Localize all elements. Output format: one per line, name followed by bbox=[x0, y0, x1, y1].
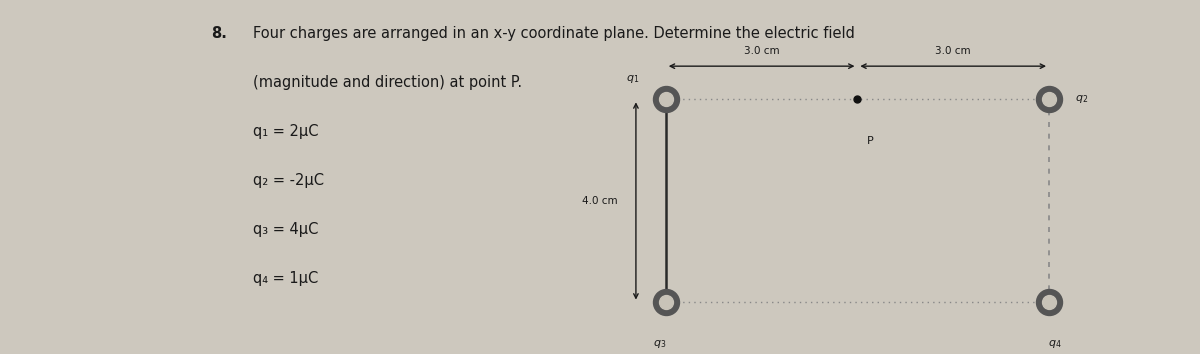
Point bbox=[1039, 300, 1058, 306]
Text: $q_1$: $q_1$ bbox=[626, 73, 640, 85]
Point bbox=[1039, 97, 1058, 102]
Text: q₄ = 1μC: q₄ = 1μC bbox=[253, 271, 318, 286]
Point bbox=[656, 97, 676, 102]
Text: 4.0 cm: 4.0 cm bbox=[582, 196, 618, 206]
Point bbox=[1039, 97, 1058, 102]
Text: q₁ = 2μC: q₁ = 2μC bbox=[253, 124, 318, 139]
Point bbox=[1039, 300, 1058, 306]
Text: P: P bbox=[866, 136, 874, 147]
Text: 8.: 8. bbox=[211, 26, 227, 41]
Text: $q_3$: $q_3$ bbox=[653, 337, 666, 349]
Text: q₃ = 4μC: q₃ = 4μC bbox=[253, 222, 318, 237]
Point bbox=[656, 97, 676, 102]
Text: $q_2$: $q_2$ bbox=[1075, 93, 1088, 105]
Text: (magnitude and direction) at point P.: (magnitude and direction) at point P. bbox=[253, 75, 522, 90]
Text: Four charges are arranged in an x-y coordinate plane. Determine the electric fie: Four charges are arranged in an x-y coor… bbox=[253, 26, 854, 41]
Text: 3.0 cm: 3.0 cm bbox=[935, 46, 971, 56]
Text: $q_4$: $q_4$ bbox=[1048, 337, 1062, 349]
Text: q₂ = -2μC: q₂ = -2μC bbox=[253, 173, 324, 188]
Point bbox=[656, 300, 676, 306]
Point bbox=[656, 300, 676, 306]
Point bbox=[848, 97, 868, 102]
Text: 3.0 cm: 3.0 cm bbox=[744, 46, 780, 56]
